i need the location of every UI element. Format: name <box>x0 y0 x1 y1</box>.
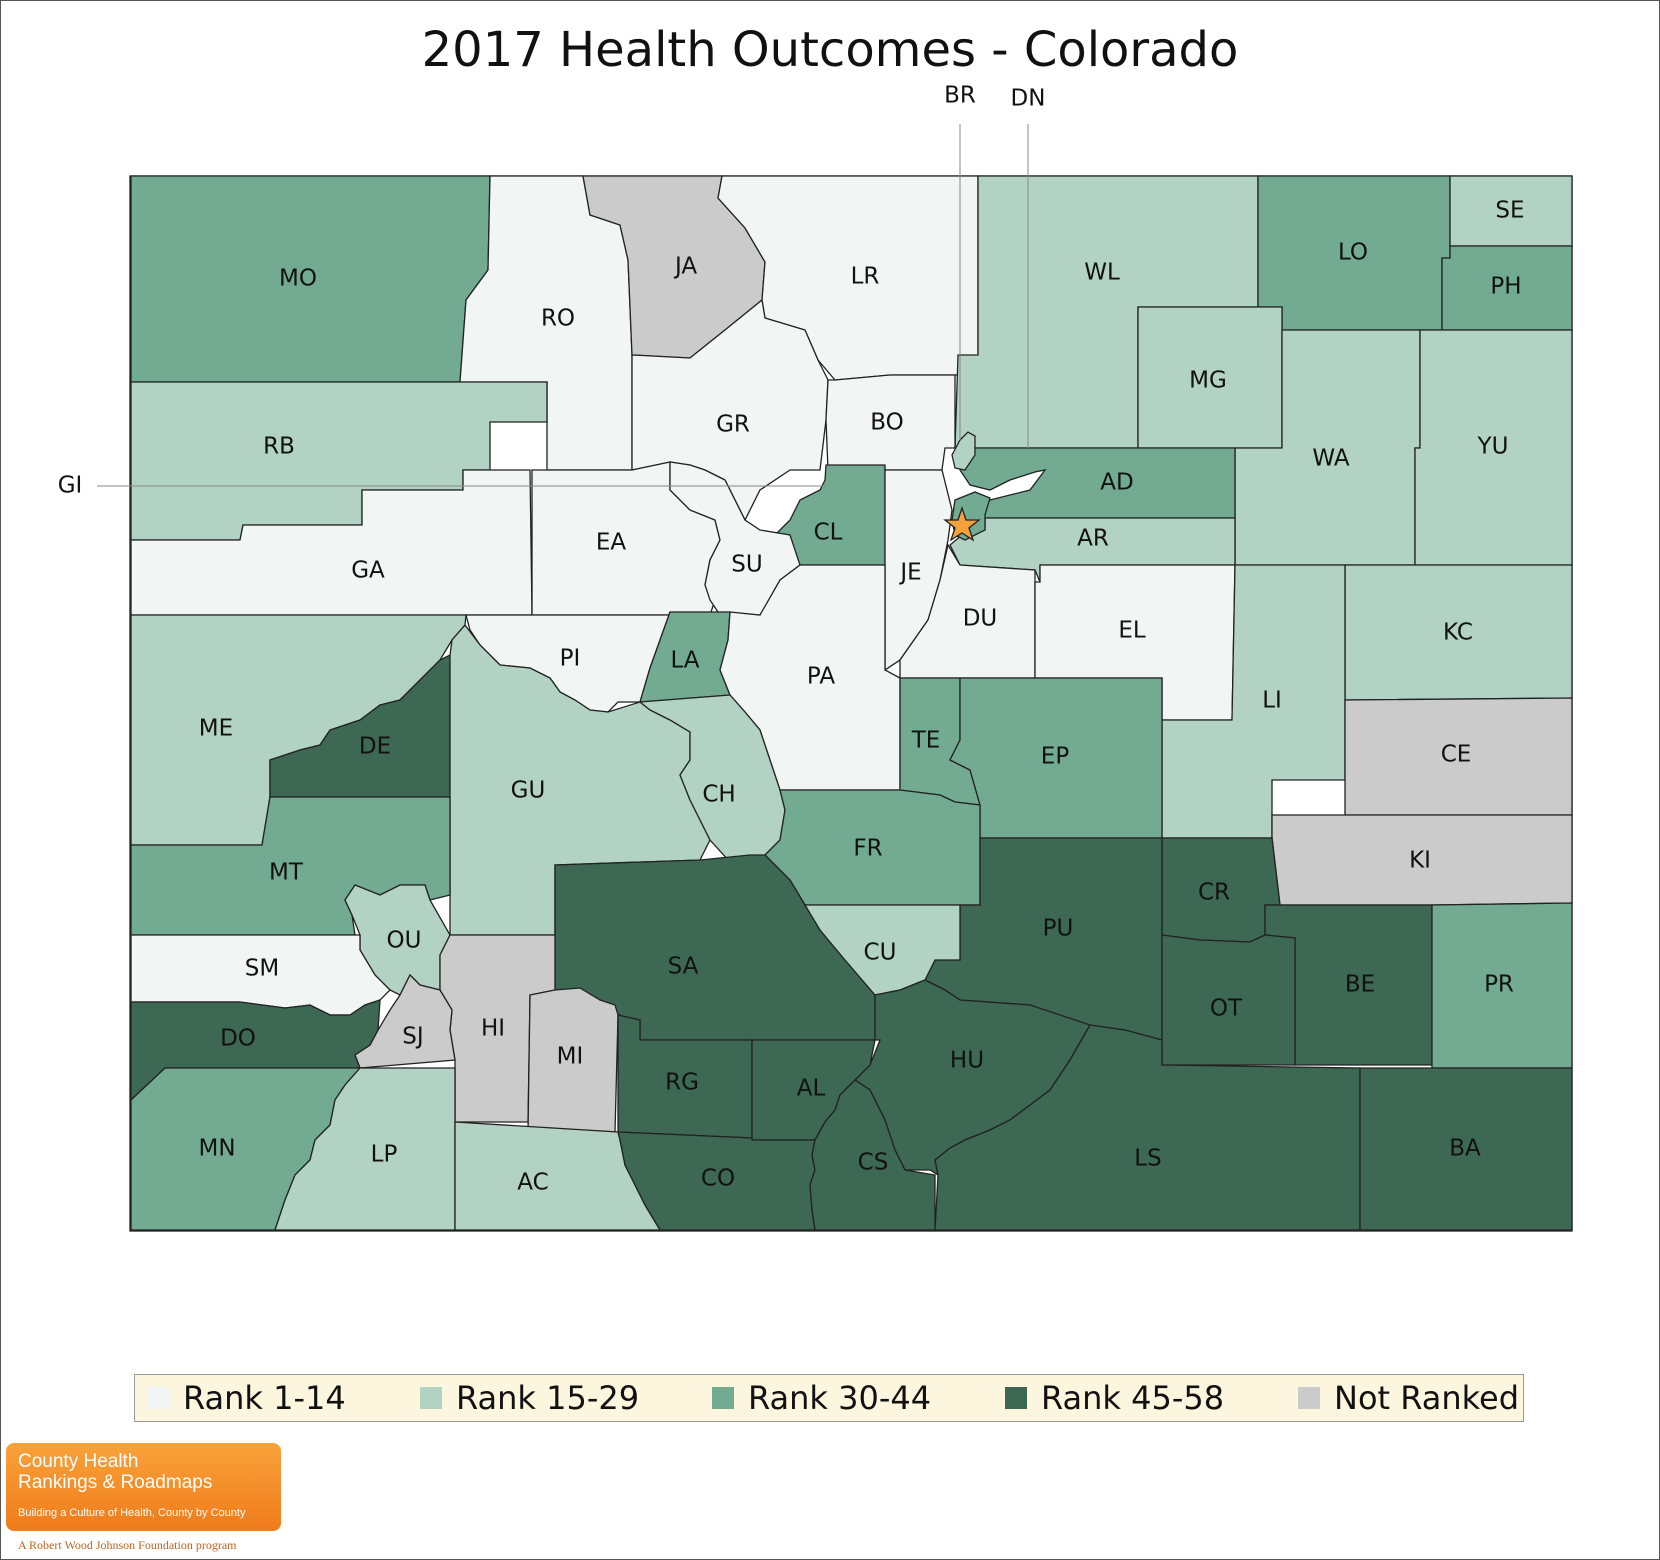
legend: Rank 1-14 Rank 15-29 Rank 30-44 Rank 45-58 N… <box>134 1374 1524 1422</box>
county-label-MG: MG <box>1189 368 1227 394</box>
legend-swatch <box>1298 1387 1320 1409</box>
county-label-CS: CS <box>858 1150 889 1176</box>
county-label-ME: ME <box>199 716 233 742</box>
county-label-GU: GU <box>511 778 546 804</box>
county-label-SJ: SJ <box>402 1024 423 1050</box>
callout-label-br: BR <box>944 83 976 109</box>
county-label-AR: AR <box>1077 526 1109 552</box>
county-label-EP: EP <box>1041 744 1070 770</box>
county-label-FR: FR <box>853 836 882 862</box>
county-label-PH: PH <box>1490 274 1521 300</box>
county-label-CL: CL <box>814 520 843 546</box>
county-label-BO: BO <box>870 410 903 436</box>
logo-title-1: County Health <box>18 1451 139 1472</box>
county-label-AD: AD <box>1100 470 1133 496</box>
county-label-GA: GA <box>351 558 385 584</box>
legend-item: Not Ranked <box>1298 1375 1519 1421</box>
county-label-PA: PA <box>807 664 835 690</box>
county-label-RB: RB <box>263 434 295 460</box>
capital-star-icon <box>943 505 981 542</box>
county-label-OT: OT <box>1210 996 1243 1022</box>
county-label-DE: DE <box>359 734 391 760</box>
county-label-YU: YU <box>1477 434 1509 460</box>
county-label-OU: OU <box>387 928 422 954</box>
county-label-EA: EA <box>596 530 627 556</box>
county-label-DU: DU <box>963 606 998 632</box>
county-label-BE: BE <box>1345 972 1375 998</box>
legend-label: Rank 30-44 <box>748 1379 932 1417</box>
county-label-LI: LI <box>1262 688 1282 714</box>
logo-tagline: A Robert Wood Johnson Foundation program <box>18 1538 237 1552</box>
county-label-BA: BA <box>1449 1136 1481 1162</box>
logo-title-2: Rankings & Roadmaps <box>18 1472 213 1493</box>
county-label-LS: LS <box>1134 1146 1161 1172</box>
legend-swatch <box>1005 1387 1027 1409</box>
legend-label: Not Ranked <box>1334 1379 1520 1417</box>
county-label-MN: MN <box>198 1136 235 1162</box>
county-label-CO: CO <box>701 1166 735 1192</box>
county-label-LA: LA <box>670 648 699 674</box>
county-label-SU: SU <box>731 552 762 578</box>
county-label-LP: LP <box>371 1142 398 1168</box>
county-label-JA: JA <box>673 254 697 280</box>
county-label-KI: KI <box>1409 848 1431 874</box>
county-label-CE: CE <box>1441 742 1472 768</box>
legend-swatch <box>147 1387 169 1409</box>
county-label-HI: HI <box>481 1016 505 1042</box>
county-label-AL: AL <box>797 1076 826 1102</box>
county-label-MI: MI <box>557 1044 584 1070</box>
legend-item: Rank 15-29 <box>420 1375 639 1421</box>
county-label-MT: MT <box>269 860 304 886</box>
legend-label: Rank 1-14 <box>183 1379 346 1417</box>
logo-line-1: County Health Rankings & Roadmaps <box>18 1451 212 1493</box>
legend-item: Rank 1-14 <box>147 1375 346 1421</box>
county-BA[interactable] <box>1359 1067 1573 1231</box>
legend-swatch <box>420 1387 442 1409</box>
county-label-TE: TE <box>911 728 941 754</box>
county-label-DO: DO <box>220 1026 256 1052</box>
county-label-HU: HU <box>950 1048 984 1074</box>
county-label-GR: GR <box>716 412 750 438</box>
legend-label: Rank 15-29 <box>456 1379 640 1417</box>
county-label-KC: KC <box>1443 620 1473 646</box>
legend-swatch <box>712 1387 734 1409</box>
county-label-CR: CR <box>1198 880 1230 906</box>
county-label-RG: RG <box>665 1070 699 1096</box>
callout-label-dn: DN <box>1011 86 1046 112</box>
county-CS[interactable] <box>809 1079 936 1231</box>
county-AD[interactable] <box>959 447 1236 519</box>
county-label-PR: PR <box>1484 972 1514 998</box>
county-label-SA: SA <box>668 954 699 980</box>
county-label-WA: WA <box>1312 446 1349 472</box>
callout-label-gi: GI <box>58 473 83 499</box>
legend-item: Rank 45-58 <box>1005 1375 1224 1421</box>
legend-item: Rank 30-44 <box>712 1375 931 1421</box>
county-label-PI: PI <box>560 646 581 672</box>
county-label-MO: MO <box>279 266 317 292</box>
county-label-LO: LO <box>1338 240 1368 266</box>
county-label-PU: PU <box>1043 916 1074 942</box>
map-title: 2017 Health Outcomes - Colorado <box>421 22 1239 78</box>
county-label-JE: JE <box>898 560 921 586</box>
county-BR-small[interactable] <box>951 431 976 471</box>
county-label-EL: EL <box>1118 618 1146 644</box>
legend-label: Rank 45-58 <box>1041 1379 1225 1417</box>
county-label-WL: WL <box>1084 260 1120 286</box>
county-label-AC: AC <box>517 1170 548 1196</box>
county-label-SM: SM <box>245 956 279 982</box>
chrr-logo: County Health Rankings & Roadmaps Buildi… <box>6 1443 281 1531</box>
county-label-SE: SE <box>1495 198 1524 224</box>
county-label-LR: LR <box>851 264 880 290</box>
county-label-CU: CU <box>864 940 897 966</box>
county-label-RO: RO <box>541 306 575 332</box>
county-label-CH: CH <box>702 782 735 808</box>
logo-subtitle: Building a Culture of Health, County by … <box>18 1507 246 1519</box>
